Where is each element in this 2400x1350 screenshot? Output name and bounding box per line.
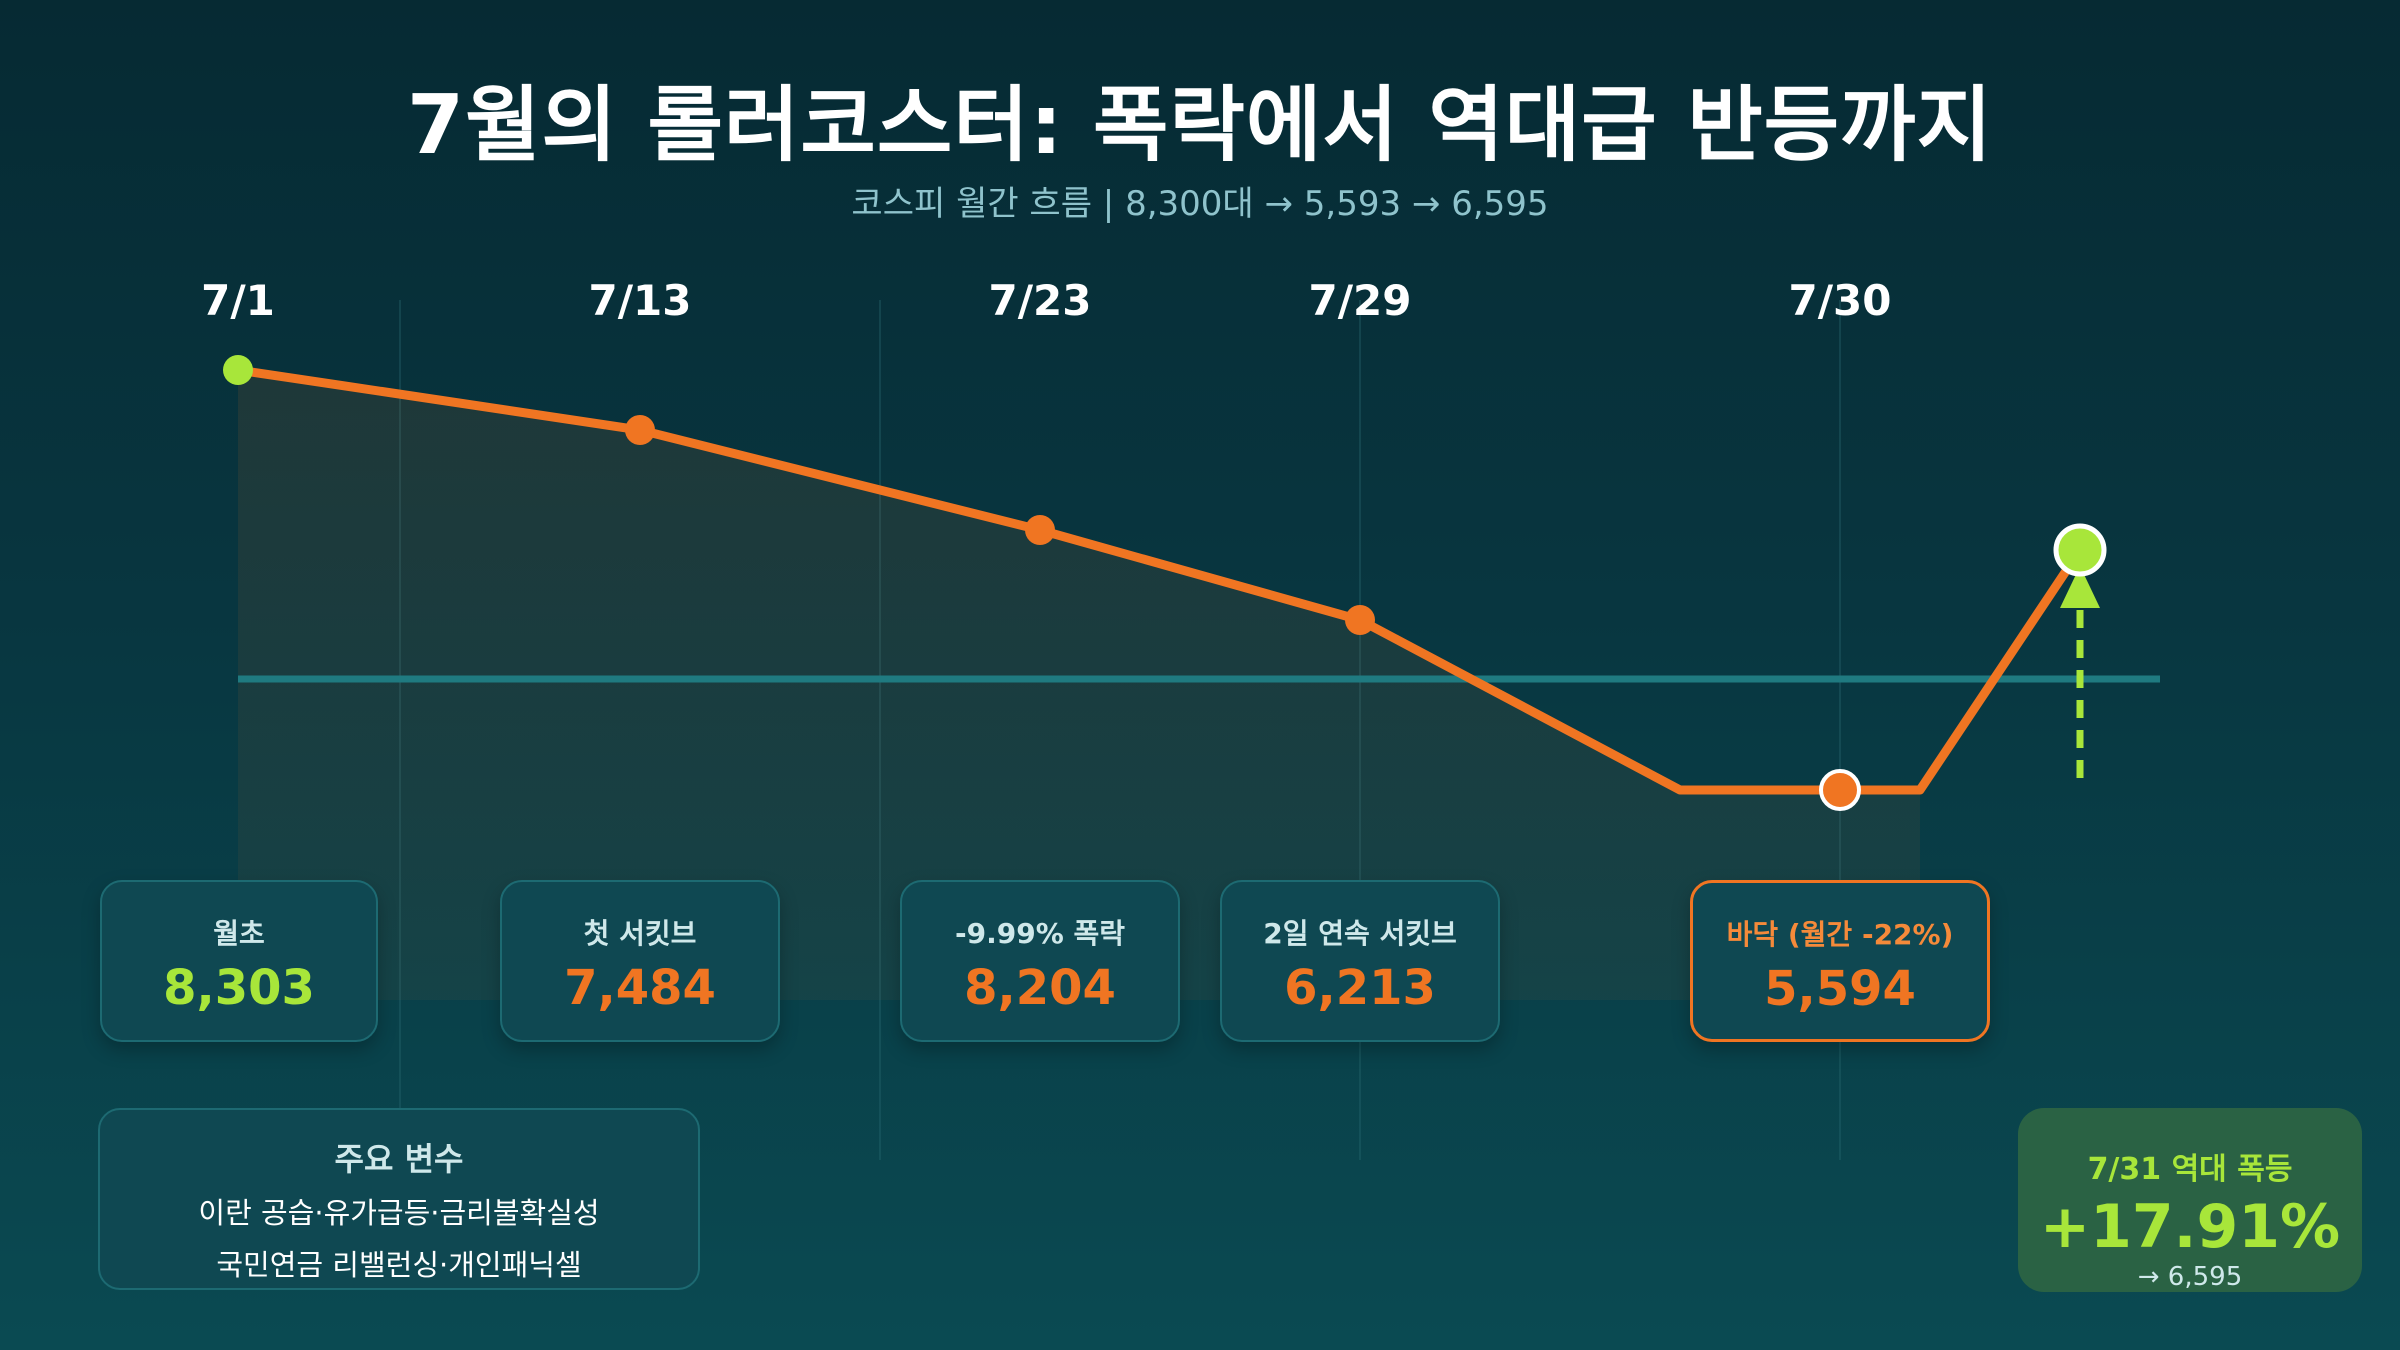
date-label: 7/30	[1788, 276, 1892, 325]
data-point-7-29	[1345, 605, 1375, 635]
annotation-card: 바닥 (월간 -22%) 5,594	[1690, 880, 1990, 1042]
data-point-7-1	[223, 355, 253, 385]
annotation-value: 8,204	[964, 960, 1116, 1016]
page-title: 7월의 롤러코스터: 폭락에서 역대급 반등까지	[407, 78, 1993, 173]
annotation-label: 2일 연속 서킷브	[1263, 917, 1457, 950]
annotation-label: 첫 서킷브	[583, 917, 697, 950]
annotation-card: -9.99% 폭락 8,204	[900, 880, 1180, 1042]
annotation-card: 첫 서킷브 7,484	[500, 880, 780, 1042]
surge-value: +17.91%	[2039, 1192, 2341, 1262]
surge-note: → 6,595	[2137, 1262, 2243, 1292]
surge-arrow-head	[2060, 566, 2100, 608]
annotation-label: -9.99% 폭락	[954, 917, 1126, 950]
date-label: 7/23	[988, 276, 1092, 325]
annotation-value: 5,594	[1764, 961, 1916, 1017]
annotation-value: 8,303	[163, 960, 315, 1016]
date-label: 7/29	[1308, 276, 1412, 325]
data-point-7-30	[1819, 769, 1861, 811]
surge-label: 7/31 역대 폭등	[2087, 1152, 2293, 1187]
key-variables-line-2: 국민연금 리밸런싱·개인패닉셀	[216, 1248, 582, 1282]
date-label: 7/1	[201, 276, 275, 325]
data-point-7-23	[1025, 515, 1055, 545]
data-point-7-13	[625, 415, 655, 445]
key-variables-line-1: 이란 공습·유가급등·금리불확실성	[198, 1196, 600, 1230]
annotation-card: 월초 8,303	[100, 880, 378, 1042]
series-line	[233, 365, 2085, 795]
annotation-value: 7,484	[564, 960, 716, 1016]
annotation-label: 바닥 (월간 -22%)	[1726, 918, 1954, 951]
annotation-value: 6,213	[1284, 960, 1436, 1016]
chart-area-fill	[238, 370, 1920, 1000]
annotation-label: 월초	[213, 917, 265, 950]
key-variables-title: 주요 변수	[334, 1140, 464, 1178]
surge-arrow	[2060, 566, 2100, 778]
annotation-card: 2일 연속 서킷브 6,213	[1220, 880, 1500, 1042]
key-variables-box: 주요 변수 이란 공습·유가급등·금리불확실성 국민연금 리밸런싱·개인패닉셀	[98, 1108, 700, 1290]
surge-callout: 7/31 역대 폭등 +17.91% → 6,595	[2018, 1108, 2362, 1292]
page-subtitle: 코스피 월간 흐름 | 8,300대 → 5,593 → 6,595	[851, 184, 1549, 224]
data-point-7-31	[2053, 523, 2107, 577]
date-label: 7/13	[588, 276, 692, 325]
